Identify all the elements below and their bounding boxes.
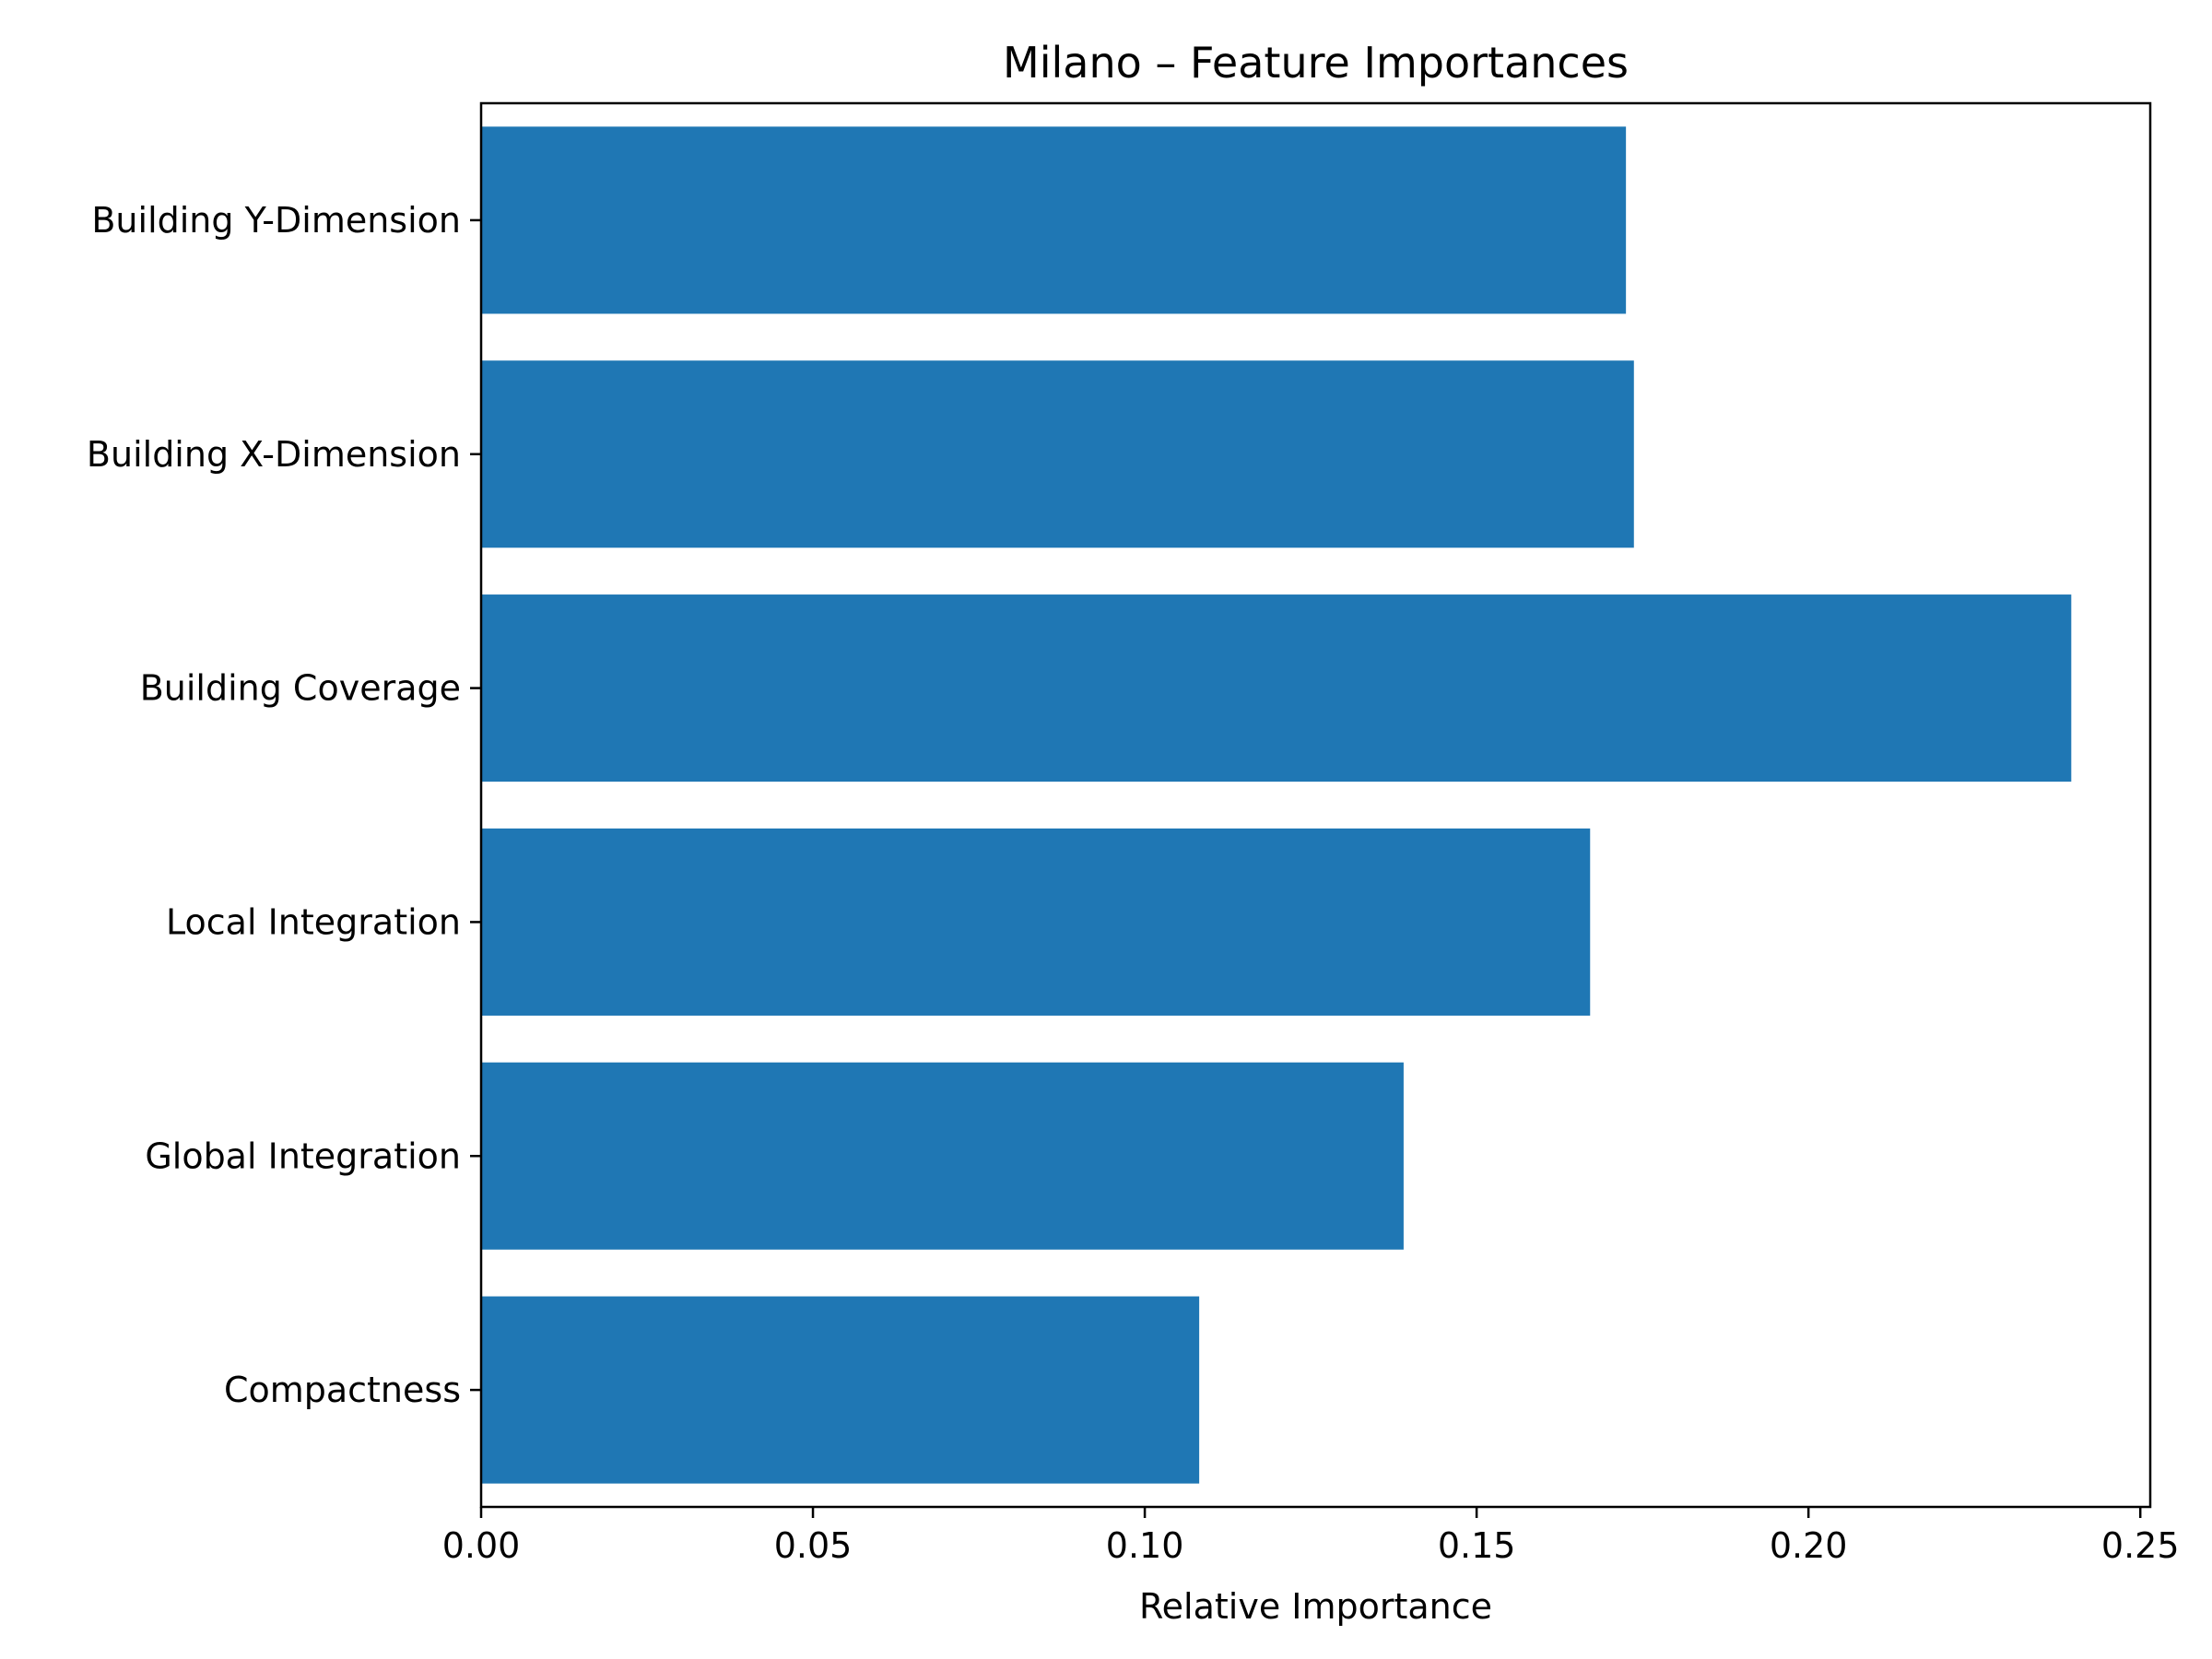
- bar-building-coverage: [481, 594, 2072, 782]
- bar-local-integration: [481, 828, 1591, 1016]
- y-tick-label: Building Y-Dimension: [91, 200, 461, 241]
- y-tick-label: Local Integration: [166, 901, 461, 942]
- chart-title: Milano – Feature Importances: [1003, 38, 1629, 88]
- x-tick-label: 0.15: [1438, 1525, 1516, 1566]
- x-axis-label: Relative Importance: [1139, 1586, 1492, 1627]
- plot-frame: [479, 101, 2152, 1509]
- y-tick-label: Building Coverage: [140, 668, 461, 709]
- bar-building-y-dimension: [481, 126, 1627, 314]
- x-tick-label: 0.00: [442, 1525, 521, 1566]
- y-tick-label: Building X-Dimension: [87, 434, 461, 475]
- x-tick-label: 0.20: [1770, 1525, 1848, 1566]
- bar-building-x-dimension: [481, 360, 1634, 548]
- bar-global-integration: [481, 1062, 1404, 1250]
- x-axis-ticks: 0.00 0.05 0.10 0.15 0.20 0.25: [442, 1507, 2180, 1566]
- x-tick-label: 0.25: [2101, 1525, 2180, 1566]
- bar-compactness: [481, 1296, 1200, 1484]
- x-tick-label: 0.05: [774, 1525, 853, 1566]
- x-tick-label: 0.10: [1106, 1525, 1184, 1566]
- y-tick-label: Compactness: [224, 1370, 461, 1410]
- bars-group: [481, 126, 2072, 1484]
- y-tick-label: Global Integration: [145, 1135, 461, 1176]
- y-axis-ticks: Building Y-Dimension Building X-Dimension…: [87, 200, 481, 1410]
